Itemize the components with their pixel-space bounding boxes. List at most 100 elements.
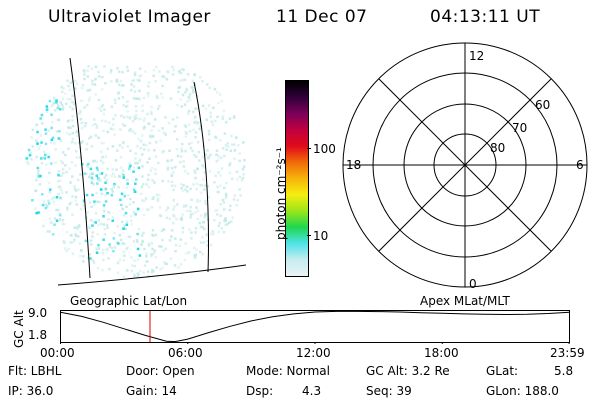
emission-dot [133, 115, 136, 118]
colorbar-tick-mark-100 [307, 148, 311, 149]
emission-dot [71, 137, 75, 141]
emission-dot [194, 155, 198, 158]
instrument-title: Ultraviolet Imager [48, 7, 211, 27]
emission-dot [91, 178, 94, 181]
emission-dot [170, 173, 173, 176]
emission-dot [141, 175, 144, 178]
emission-dot [139, 158, 142, 161]
emission-dot [111, 190, 115, 193]
emission-dot [163, 228, 166, 232]
emission-dot [137, 228, 141, 231]
emission-dot [157, 129, 161, 132]
emission-dot [175, 148, 179, 151]
emission-dot [48, 230, 51, 233]
emission-dot [226, 222, 229, 226]
emission-dot [146, 178, 150, 181]
emission-dot [216, 213, 219, 216]
emission-dot [100, 150, 103, 153]
emission-dot [40, 157, 43, 160]
emission-dot [132, 166, 135, 169]
colorbar-tick-100: 100 [313, 142, 336, 156]
emission-dot [80, 141, 83, 144]
emission-dot [108, 212, 111, 215]
emission-dot [59, 101, 62, 104]
emission-dot [79, 173, 82, 176]
emission-dot [97, 243, 100, 247]
emission-dot [65, 231, 69, 234]
emission-dot [242, 141, 245, 144]
emission-dot [44, 142, 48, 146]
emission-dot [185, 185, 189, 188]
emission-dot [181, 142, 184, 146]
emission-dot [188, 228, 191, 231]
emission-dot [46, 205, 49, 208]
emission-dot [116, 225, 119, 228]
info-glat: GLat: [486, 364, 519, 378]
emission-dot [71, 175, 74, 178]
emission-dot [173, 264, 177, 267]
emission-dot [145, 255, 148, 258]
emission-dot [115, 78, 119, 81]
emission-dot [77, 223, 81, 227]
emission-dot [198, 221, 201, 225]
emission-dot [118, 83, 121, 87]
emission-dot [161, 179, 164, 183]
emission-dot [165, 216, 168, 220]
emission-dot [150, 166, 154, 170]
emission-dot [77, 178, 80, 182]
emission-dot [71, 107, 74, 111]
emission-dot [144, 70, 147, 73]
emission-dot [136, 275, 140, 278]
emission-dot [184, 131, 188, 134]
emission-dot [27, 162, 30, 166]
emission-dot [57, 174, 61, 177]
emission-dot [171, 65, 174, 69]
emission-dot [196, 122, 199, 126]
emission-dot [96, 182, 99, 185]
emission-dot [53, 217, 57, 220]
emission-dot [145, 183, 148, 186]
emission-dot [85, 193, 89, 197]
info-dsp: Dsp: [246, 384, 274, 398]
emission-dot [102, 258, 105, 262]
emission-dot [111, 219, 114, 222]
emission-dot [73, 238, 76, 242]
emission-dot [166, 168, 169, 171]
emission-dot [172, 198, 175, 202]
emission-dot [153, 118, 157, 121]
emission-dot [193, 256, 197, 259]
emission-dot [104, 155, 108, 158]
polar-plot: 12 18 6 0 60 70 80 [342, 42, 588, 291]
emission-dot [74, 142, 77, 145]
emission-dot [97, 136, 100, 139]
emission-dot [236, 199, 240, 202]
emission-dot [219, 138, 222, 142]
emission-dot [150, 206, 153, 209]
emission-dot [170, 166, 174, 170]
emission-dot [75, 134, 79, 138]
emission-dot [26, 160, 29, 164]
emission-dot [151, 229, 155, 232]
meridian-line-east [193, 81, 209, 273]
emission-dot [142, 231, 145, 235]
emission-dot [48, 171, 51, 175]
emission-dot [81, 139, 84, 143]
emission-dot [191, 88, 195, 92]
emission-dot [224, 194, 228, 198]
emission-dot [117, 186, 120, 189]
emission-dot [136, 97, 140, 100]
emission-dot [185, 252, 188, 255]
emission-dot [76, 227, 79, 231]
emission-dot [142, 271, 145, 274]
emission-dot [87, 162, 90, 166]
emission-dot [39, 134, 43, 137]
emission-dot [113, 182, 116, 186]
emission-dot [27, 148, 31, 152]
emission-dot [233, 157, 236, 161]
emission-dot [39, 117, 42, 120]
emission-dot [116, 261, 120, 265]
emission-dot [124, 105, 128, 108]
emission-dot [153, 149, 156, 152]
info-glat-value: 5.8 [554, 364, 574, 378]
emission-dot [204, 200, 207, 203]
